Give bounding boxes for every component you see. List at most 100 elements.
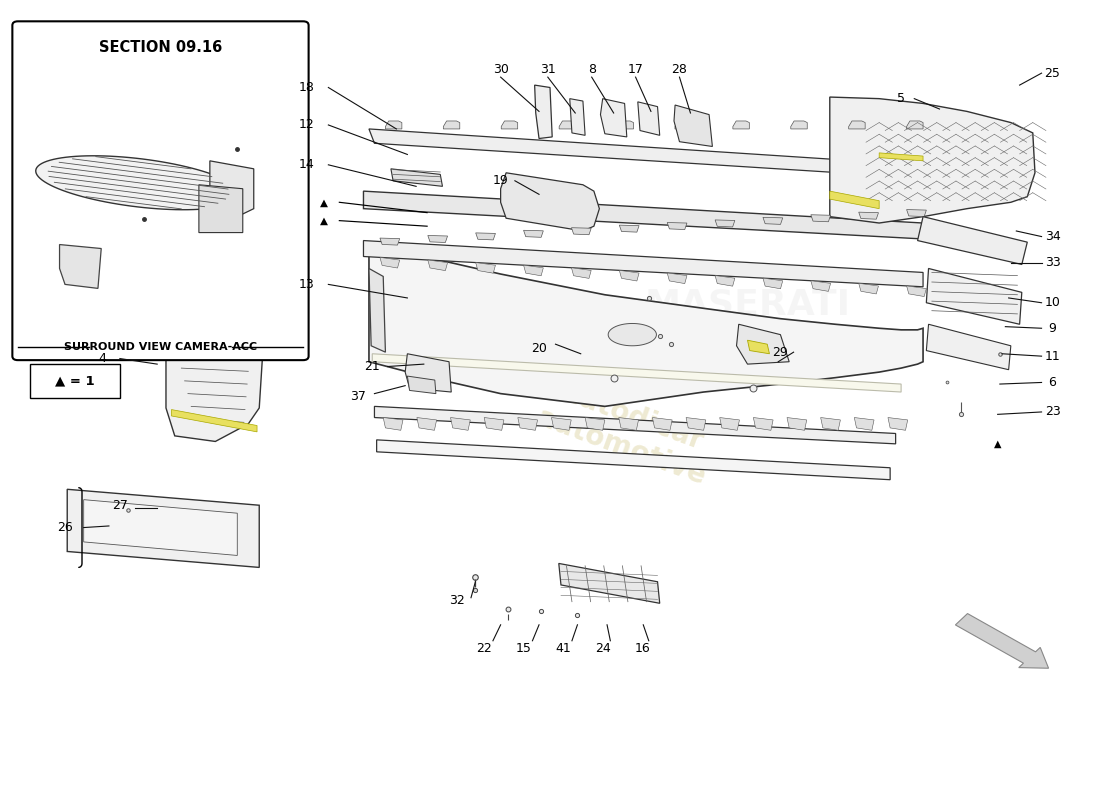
Polygon shape bbox=[926, 269, 1022, 324]
Text: 32: 32 bbox=[449, 594, 464, 607]
Polygon shape bbox=[733, 121, 749, 129]
Text: 10: 10 bbox=[1045, 296, 1060, 310]
Text: 23: 23 bbox=[1045, 406, 1060, 418]
Text: 14: 14 bbox=[298, 158, 315, 171]
Polygon shape bbox=[67, 490, 260, 567]
Polygon shape bbox=[551, 418, 571, 430]
Text: 31: 31 bbox=[540, 62, 556, 76]
Polygon shape bbox=[719, 418, 739, 430]
Polygon shape bbox=[390, 169, 442, 186]
Polygon shape bbox=[829, 191, 879, 209]
Polygon shape bbox=[748, 340, 769, 354]
Polygon shape bbox=[879, 153, 923, 161]
Polygon shape bbox=[585, 418, 605, 430]
Polygon shape bbox=[59, 245, 101, 288]
FancyArrow shape bbox=[956, 614, 1048, 668]
Text: ▲ = 1: ▲ = 1 bbox=[55, 374, 95, 387]
Polygon shape bbox=[859, 283, 879, 294]
Polygon shape bbox=[763, 278, 783, 289]
Polygon shape bbox=[829, 97, 1035, 223]
Polygon shape bbox=[210, 161, 254, 217]
Polygon shape bbox=[475, 233, 495, 240]
Polygon shape bbox=[674, 105, 713, 146]
Polygon shape bbox=[849, 121, 865, 129]
Polygon shape bbox=[368, 269, 385, 352]
Text: 15: 15 bbox=[516, 642, 531, 655]
Polygon shape bbox=[638, 102, 660, 135]
Text: 26: 26 bbox=[57, 521, 73, 534]
Text: 17: 17 bbox=[628, 62, 643, 76]
Text: 4: 4 bbox=[98, 352, 107, 365]
Text: 41: 41 bbox=[556, 642, 571, 655]
Polygon shape bbox=[754, 418, 773, 430]
Polygon shape bbox=[363, 241, 923, 286]
Polygon shape bbox=[383, 418, 403, 430]
Text: SURROUND VIEW CAMERA-ACC: SURROUND VIEW CAMERA-ACC bbox=[64, 342, 257, 351]
Polygon shape bbox=[906, 210, 926, 217]
Polygon shape bbox=[571, 228, 591, 234]
Text: SECTION 09.16: SECTION 09.16 bbox=[99, 40, 222, 54]
Polygon shape bbox=[619, 225, 639, 232]
Polygon shape bbox=[619, 418, 638, 430]
Polygon shape bbox=[36, 156, 241, 210]
Polygon shape bbox=[428, 235, 448, 242]
Polygon shape bbox=[524, 230, 543, 238]
Text: 20: 20 bbox=[531, 342, 547, 354]
Polygon shape bbox=[859, 212, 879, 219]
Polygon shape bbox=[524, 265, 543, 276]
Polygon shape bbox=[715, 275, 735, 286]
Text: 24: 24 bbox=[595, 642, 610, 655]
Text: 18: 18 bbox=[298, 81, 315, 94]
Text: 8: 8 bbox=[587, 62, 596, 76]
Text: 6: 6 bbox=[1048, 376, 1056, 389]
Polygon shape bbox=[737, 324, 789, 364]
Polygon shape bbox=[405, 354, 451, 392]
Text: 34: 34 bbox=[1045, 230, 1060, 243]
Polygon shape bbox=[84, 500, 238, 555]
Text: 13: 13 bbox=[298, 278, 315, 291]
FancyBboxPatch shape bbox=[30, 364, 120, 398]
Polygon shape bbox=[417, 418, 437, 430]
Polygon shape bbox=[368, 245, 923, 406]
Polygon shape bbox=[906, 121, 923, 129]
Text: MASERATI: MASERATI bbox=[645, 287, 850, 322]
Polygon shape bbox=[385, 121, 402, 129]
Text: ▲: ▲ bbox=[320, 198, 329, 207]
Text: 37: 37 bbox=[350, 390, 366, 402]
Polygon shape bbox=[451, 418, 471, 430]
Text: 16: 16 bbox=[635, 642, 650, 655]
Text: 12: 12 bbox=[298, 118, 315, 131]
Text: 30: 30 bbox=[493, 62, 508, 76]
Polygon shape bbox=[535, 85, 552, 138]
Text: 28: 28 bbox=[671, 62, 688, 76]
Polygon shape bbox=[686, 418, 706, 430]
Text: autodicar
automotive: autodicar automotive bbox=[532, 373, 722, 491]
Polygon shape bbox=[715, 220, 735, 227]
Text: 25: 25 bbox=[1045, 66, 1060, 80]
Polygon shape bbox=[368, 129, 928, 178]
Polygon shape bbox=[791, 121, 807, 129]
Polygon shape bbox=[374, 406, 895, 444]
Text: ▲: ▲ bbox=[320, 216, 329, 226]
Text: 33: 33 bbox=[1045, 256, 1060, 270]
Polygon shape bbox=[484, 418, 504, 430]
Text: 21: 21 bbox=[364, 360, 381, 373]
Polygon shape bbox=[763, 218, 783, 224]
Text: 19: 19 bbox=[493, 174, 508, 187]
Text: 5: 5 bbox=[898, 92, 905, 105]
FancyBboxPatch shape bbox=[12, 22, 309, 360]
Polygon shape bbox=[443, 121, 460, 129]
Polygon shape bbox=[668, 273, 688, 283]
Polygon shape bbox=[821, 418, 840, 430]
Polygon shape bbox=[675, 121, 692, 129]
Text: 11: 11 bbox=[1045, 350, 1060, 362]
Polygon shape bbox=[502, 121, 518, 129]
Polygon shape bbox=[906, 286, 926, 297]
Polygon shape bbox=[500, 173, 600, 231]
Polygon shape bbox=[379, 258, 399, 268]
Polygon shape bbox=[811, 214, 830, 222]
Text: ▲: ▲ bbox=[994, 439, 1001, 449]
Polygon shape bbox=[559, 121, 575, 129]
Polygon shape bbox=[518, 418, 538, 430]
Polygon shape bbox=[559, 563, 660, 603]
